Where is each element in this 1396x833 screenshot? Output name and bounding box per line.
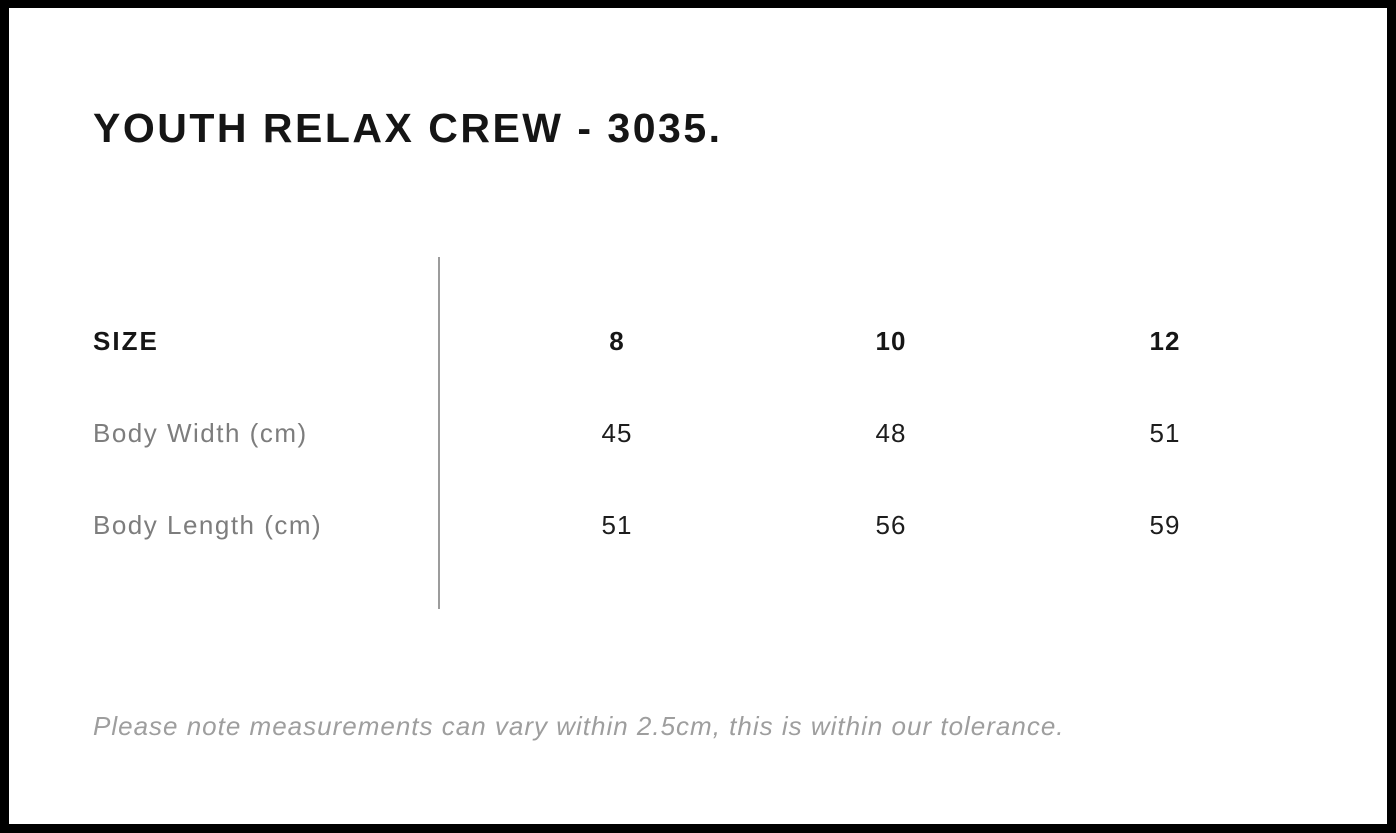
size-column-12: 12	[1149, 325, 1181, 356]
body-width-label: Body Width (cm)	[93, 417, 308, 448]
size-table: SIZE 8 10 12 Body Width (cm) 45 48 51 Bo…	[93, 295, 1303, 571]
body-length-size-10: 56	[875, 509, 907, 540]
body-length-size-8: 51	[601, 509, 633, 540]
body-width-size-8: 45	[601, 417, 633, 448]
size-column-10: 10	[875, 325, 907, 356]
size-header-cell: SIZE	[93, 325, 159, 356]
table-row-body-length: Body Length (cm) 51 56 59	[93, 479, 1303, 571]
body-length-size-12: 59	[1149, 509, 1181, 540]
size-chart-panel: YOUTH RELAX CREW - 3035. SIZE 8 10 12 Bo…	[9, 8, 1387, 824]
body-width-size-12: 51	[1149, 417, 1181, 448]
tolerance-note: Please note measurements can vary within…	[93, 711, 1065, 741]
body-length-label: Body Length (cm)	[93, 509, 323, 540]
table-divider-line	[438, 257, 440, 609]
table-row-body-width: Body Width (cm) 45 48 51	[93, 387, 1303, 479]
size-column-8: 8	[609, 325, 625, 356]
body-width-size-10: 48	[875, 417, 907, 448]
page-title: YOUTH RELAX CREW - 3035.	[93, 105, 723, 151]
size-table-header-row: SIZE 8 10 12	[93, 295, 1303, 387]
